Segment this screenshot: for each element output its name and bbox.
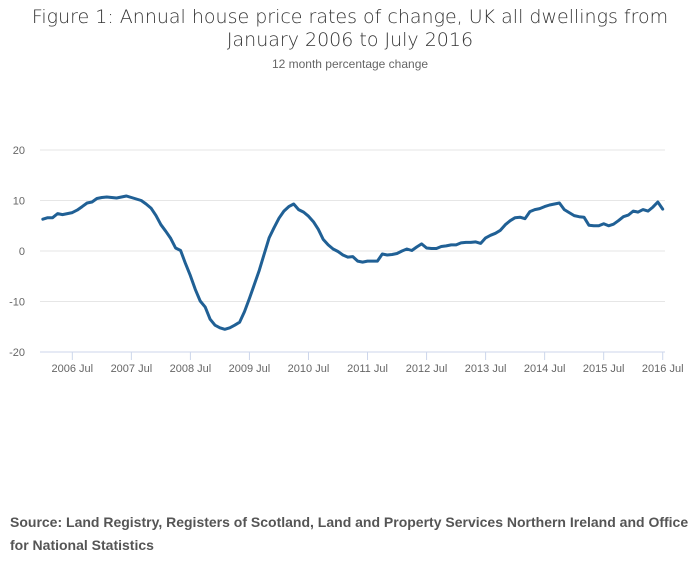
x-tick-label: 2010 Jul [288,363,330,375]
x-tick-label: 2011 Jul [347,363,388,375]
series-line [41,194,665,331]
x-tick-label: 2013 Jul [465,363,507,375]
y-tick-label: 10 [13,196,25,208]
x-tick-label: 2014 Jul [524,363,566,375]
chart-subtitle: 12 month percentage change [271,57,429,71]
x-tick-label: 2009 Jul [229,363,271,375]
x-tick-label: 2012 Jul [406,363,448,375]
x-tick-label: 2016 Jul [642,363,684,375]
x-tick-label: 2006 Jul [52,363,94,375]
source-note: Source: Land Registry, Registers of Scot… [10,514,689,553]
y-tick-label: 0 [19,246,25,258]
x-tick-label: 2015 Jul [583,363,625,375]
chart-title: Figure 1: Annual house price rates of ch… [31,6,669,51]
y-tick-label: 20 [13,145,25,157]
y-tick-label: -10 [9,297,25,309]
x-tick-label: 2008 Jul [170,363,212,375]
y-tick-label: -20 [9,347,25,359]
x-tick-label: 2007 Jul [111,363,153,375]
